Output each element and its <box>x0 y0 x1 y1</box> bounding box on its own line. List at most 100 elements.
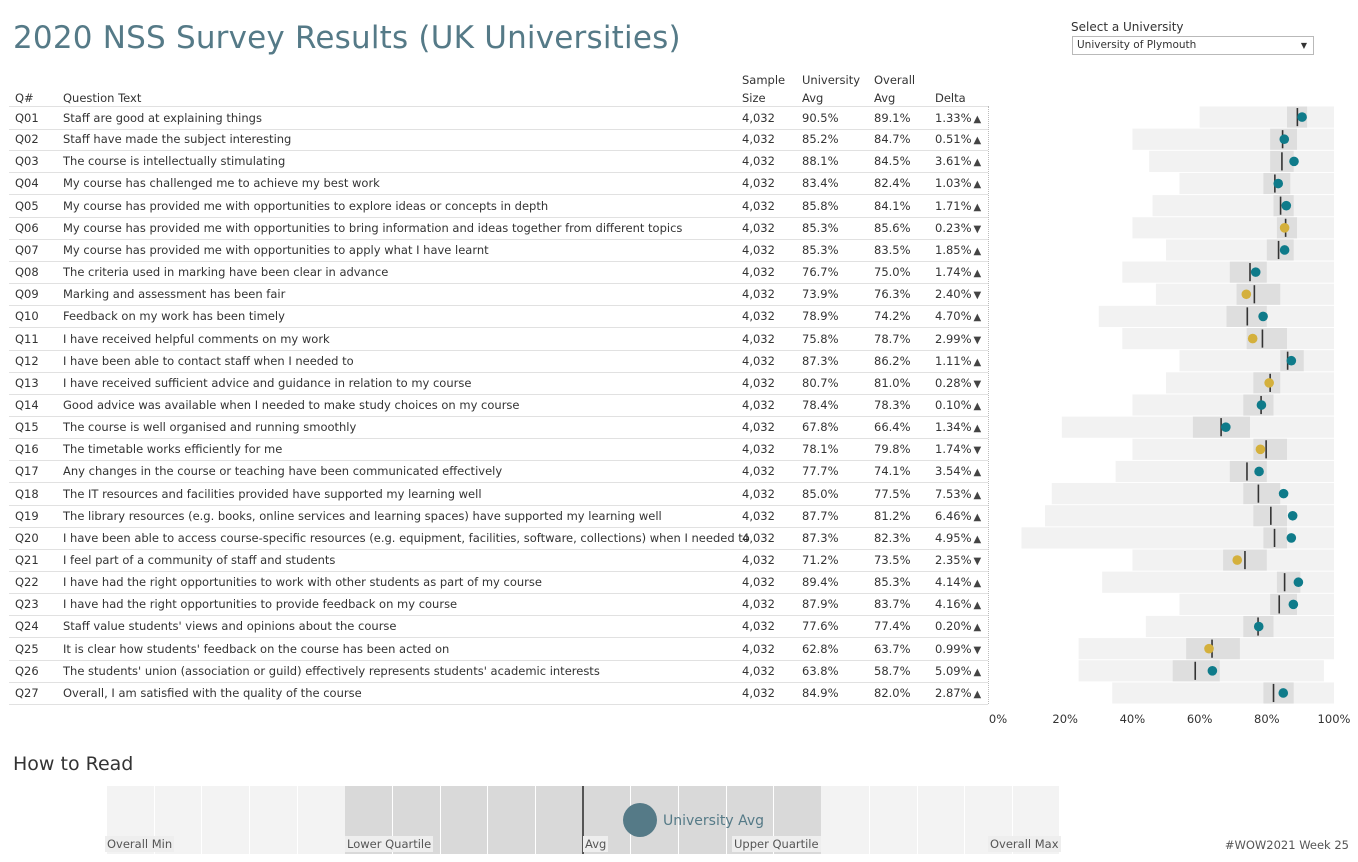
university-avg-dot <box>1204 643 1214 654</box>
university-avg-dot <box>1293 577 1304 588</box>
university-dropdown[interactable]: University of Plymouth ▼ <box>1072 36 1314 55</box>
question-text: Marking and assessment has been fair <box>63 287 286 302</box>
question-number: Q14 <box>15 397 39 412</box>
question-text: Staff have made the subject interesting <box>63 132 292 147</box>
university-avg: 75.8% <box>802 331 839 346</box>
overall-avg: 63.7% <box>874 641 911 656</box>
overall-avg: 81.2% <box>874 508 911 523</box>
university-avg: 67.8% <box>802 420 839 435</box>
sample-size: 4,032 <box>742 464 775 479</box>
university-avg-dot <box>1279 245 1290 255</box>
delta-value: 3.61% <box>935 154 972 169</box>
triangle-down-icon: ▼ <box>973 378 982 390</box>
question-text: I have had the right opportunities to pr… <box>63 597 458 612</box>
triangle-up-icon: ▲ <box>973 600 982 612</box>
legend-upper-quartile-label: Upper Quartile <box>732 836 821 852</box>
triangle-up-icon: ▲ <box>973 157 982 169</box>
university-avg-dot <box>1258 311 1268 322</box>
triangle-up-icon: ▲ <box>973 666 982 678</box>
legend-gridline <box>440 786 441 854</box>
question-number: Q04 <box>15 176 39 191</box>
delta: 1.03% ▲ <box>935 172 981 196</box>
question-number: Q07 <box>15 242 39 257</box>
range-band <box>1122 328 1334 350</box>
question-text: The criteria used in marking have been c… <box>63 265 389 280</box>
delta: 1.85% ▲ <box>935 239 981 263</box>
overall-avg: 73.5% <box>874 553 911 567</box>
sample-size: 4,032 <box>742 309 775 324</box>
question-number: Q23 <box>15 597 39 612</box>
header-sample-size-line2: Size <box>742 91 766 105</box>
delta-value: 1.11% <box>935 353 972 368</box>
range-band <box>1115 460 1334 483</box>
table-row: Q11 I have received helpful comments on m… <box>9 328 988 351</box>
table-row: Q03 The course is intellectually stimulat… <box>9 150 988 174</box>
table-row: Q17 Any changes in the course or teaching… <box>9 460 988 484</box>
triangle-up-icon: ▲ <box>973 245 982 257</box>
delta-value: 1.34% <box>935 420 972 435</box>
delta-value: 3.54% <box>935 464 972 479</box>
overall-avg: 83.5% <box>874 242 911 257</box>
sample-size: 4,032 <box>742 132 775 147</box>
range-band <box>1179 350 1334 372</box>
university-avg-dot <box>1286 355 1297 366</box>
overall-avg: 76.3% <box>874 287 911 302</box>
header-university-avg-line2: Avg <box>802 91 824 105</box>
legend-lower-quartile-label: Lower Quartile <box>345 836 434 852</box>
table-row: Q26 The students' union (association or g… <box>9 660 988 683</box>
university-avg-dot <box>1264 378 1274 388</box>
university-avg: 87.3% <box>802 353 839 368</box>
range-band <box>1179 172 1334 195</box>
triangle-up-icon: ▲ <box>973 268 982 280</box>
table-row: Q05 My course has provided me with opport… <box>9 195 988 218</box>
university-avg-dot <box>1255 444 1266 455</box>
sample-size: 4,032 <box>742 375 775 390</box>
delta: 0.23% ▼ <box>935 217 981 241</box>
delta-value: 1.74% <box>935 442 972 457</box>
university-avg: 76.7% <box>802 265 839 280</box>
triangle-up-icon: ▲ <box>973 356 982 368</box>
legend-gridline <box>726 786 727 854</box>
question-text: Staff are good at explaining things <box>63 111 262 125</box>
range-band <box>1179 593 1334 615</box>
sample-size: 4,032 <box>742 331 775 346</box>
overall-avg: 84.1% <box>874 198 911 213</box>
table-row: Q20 I have been able to access course-spe… <box>9 527 988 550</box>
header-overall-avg-line1: Overall <box>874 73 916 87</box>
delta-value: 0.10% <box>935 397 972 412</box>
triangle-down-icon: ▼ <box>973 290 982 302</box>
university-avg: 85.2% <box>802 132 839 147</box>
question-text: I have received sufficient advice and gu… <box>63 375 472 390</box>
question-number: Q02 <box>15 132 39 147</box>
sample-size: 4,032 <box>742 575 775 590</box>
university-avg: 78.1% <box>802 442 839 457</box>
question-text: I have been able to contact staff when I… <box>63 353 354 368</box>
delta: 2.40% ▼ <box>935 283 981 307</box>
university-avg: 73.9% <box>802 287 839 302</box>
range-band <box>1145 615 1334 638</box>
header-overall-avg-line2: Avg <box>874 91 896 105</box>
overall-avg: 86.2% <box>874 353 911 368</box>
legend-overall-max-label: Overall Max <box>988 836 1061 852</box>
university-avg-dot <box>1254 466 1264 477</box>
range-band <box>1102 571 1334 593</box>
university-avg-dot <box>1286 533 1297 543</box>
dropdown-caret-icon[interactable]: ▼ <box>1300 41 1307 50</box>
university-avg-dot <box>1287 510 1298 521</box>
delta: 5.09% ▲ <box>935 660 981 684</box>
university-dropdown-value: University of Plymouth <box>1077 39 1197 51</box>
sample-size: 4,032 <box>742 353 775 368</box>
question-number: Q16 <box>15 442 39 457</box>
delta: 4.70% ▲ <box>935 305 981 329</box>
table-row: Q23 I have had the right opportunities to… <box>9 593 988 617</box>
table-row: Q18 The IT resources and facilities provi… <box>9 483 988 506</box>
question-text: My course has challenged me to achieve m… <box>63 176 380 191</box>
delta-value: 7.53% <box>935 486 972 501</box>
chart-divider <box>988 106 989 704</box>
delta: 1.34% ▲ <box>935 416 981 440</box>
legend-gridline <box>535 786 536 854</box>
sample-size: 4,032 <box>742 176 775 191</box>
delta-value: 0.99% <box>935 641 972 656</box>
legend-gridline <box>487 786 488 854</box>
university-avg-dot <box>1253 621 1264 632</box>
